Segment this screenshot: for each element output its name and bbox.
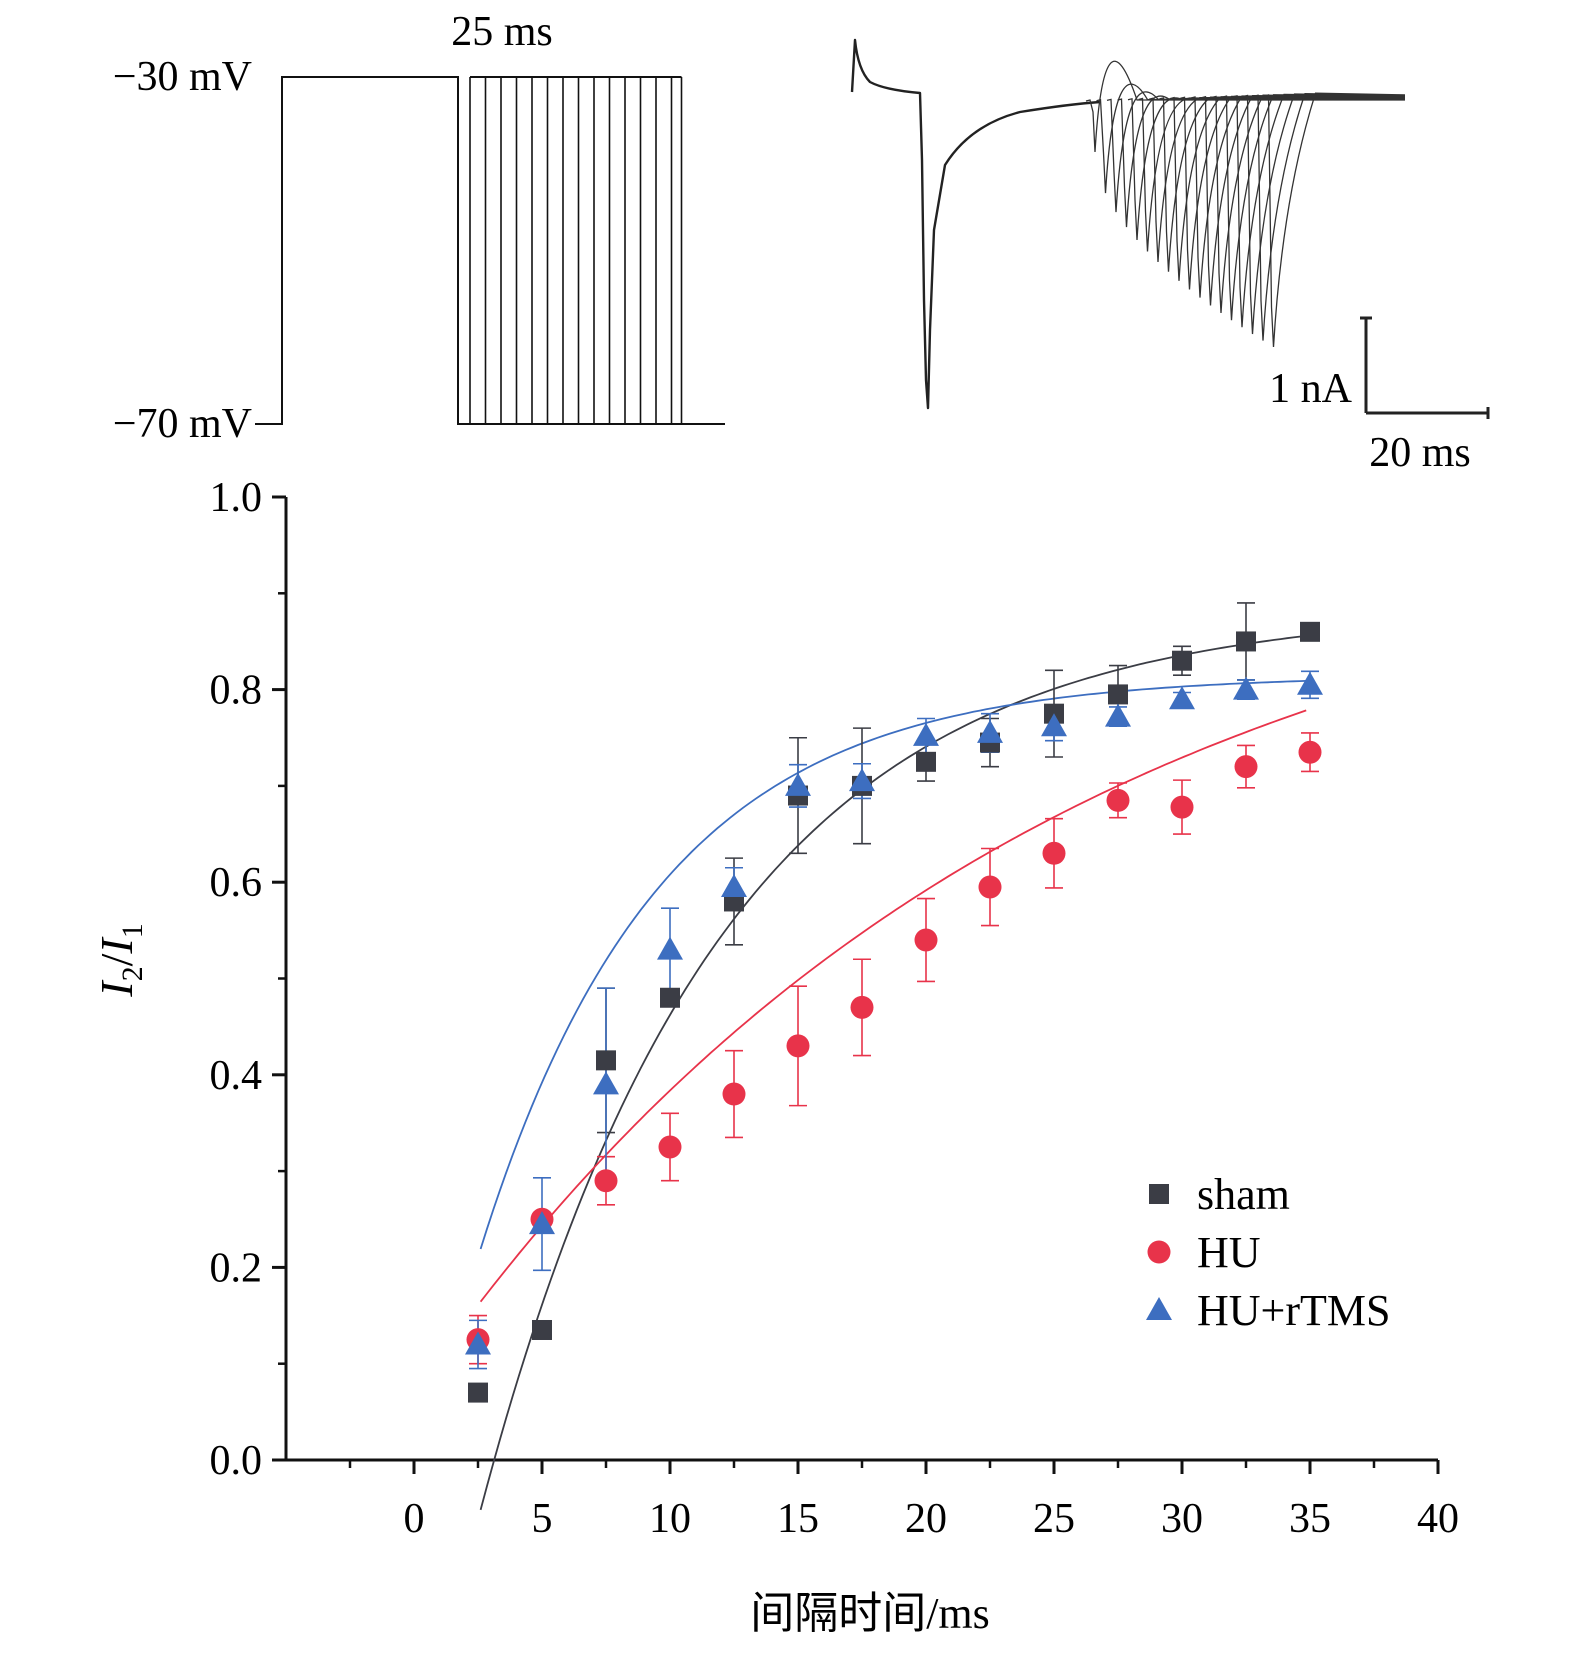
- x-tick-label: 20: [905, 1496, 947, 1542]
- data-point-triangle: [849, 768, 875, 792]
- data-points: [465, 621, 1323, 1403]
- y-tick-label: 0.4: [210, 1053, 263, 1099]
- data-point-square: [916, 751, 936, 772]
- v-low-label: −70 mV: [113, 401, 252, 447]
- legend-marker-square: [1149, 1184, 1169, 1204]
- recovery-chart: 0.0 0.2 0.4 0.6 0.8 1.0 0 5 10 15 20 25 30 35 40 间隔时间/…: [91, 475, 1459, 1638]
- data-point-square: [468, 1382, 488, 1403]
- y-tick-label: 1.0: [210, 475, 263, 521]
- x-tick-label: 5: [532, 1496, 553, 1542]
- data-point-circle: [914, 928, 938, 952]
- test-current-trace: [1264, 92, 1406, 348]
- test-current-trace: [1190, 95, 1406, 298]
- x-axis-label: 间隔时间/ms: [750, 1589, 990, 1638]
- y-tick-label: 0.0: [210, 1438, 263, 1484]
- data-point-circle: [722, 1082, 746, 1106]
- data-point-triangle: [1233, 676, 1259, 700]
- x-tick-label: 35: [1289, 1496, 1331, 1542]
- test-current-trace: [1222, 94, 1406, 321]
- x-tick-label: 40: [1417, 1496, 1459, 1542]
- x-tick-label: 0: [404, 1496, 425, 1542]
- legend-marker-triangle: [1146, 1297, 1172, 1320]
- test-current-trace: [1253, 92, 1406, 341]
- data-point-square: [1108, 684, 1128, 705]
- test-current-trace: [1117, 95, 1406, 228]
- v-high-label: −30 mV: [113, 54, 252, 100]
- test-current-trace: [1138, 97, 1406, 252]
- test-current-trace: [1106, 91, 1406, 213]
- axes: 0.0 0.2 0.4 0.6 0.8 1.0 0 5 10 15 20 25 30 35 40: [210, 475, 1460, 1542]
- protocol-baseline: [255, 76, 725, 425]
- test-current-trace: [1180, 95, 1406, 290]
- data-point-triangle: [1169, 686, 1195, 710]
- data-point-circle: [850, 995, 874, 1019]
- data-point-circle: [594, 1169, 618, 1193]
- data-point-circle: [1106, 788, 1130, 812]
- data-point-triangle: [529, 1211, 555, 1235]
- error-bars: [469, 602, 1319, 1370]
- test-current-trace: [1169, 96, 1406, 281]
- data-point-square: [1300, 621, 1320, 642]
- x-tick-label: 25: [1033, 1496, 1075, 1542]
- data-point-triangle: [593, 1071, 619, 1095]
- data-point-triangle: [913, 722, 939, 746]
- data-point-circle: [786, 1034, 810, 1058]
- test-current-trace: [1232, 93, 1406, 328]
- test-current-trace: [1096, 83, 1406, 194]
- test-current-trace: [1243, 93, 1406, 335]
- legend: sham HU HU+rTMS: [1146, 1170, 1391, 1335]
- data-point-square: [1172, 650, 1192, 671]
- data-point-circle: [658, 1135, 682, 1159]
- data-point-triangle: [785, 772, 811, 796]
- test-current-trace: [1159, 96, 1406, 272]
- test-current-trace: [1211, 94, 1406, 314]
- data-point-circle: [1234, 755, 1258, 779]
- y-tick-label: 0.2: [210, 1245, 263, 1291]
- data-point-triangle: [1105, 703, 1131, 727]
- data-point-triangle: [1297, 671, 1323, 695]
- data-point-circle: [1298, 740, 1322, 764]
- legend-marker-circle: [1147, 1240, 1171, 1264]
- test-current-trace: [1085, 60, 1405, 153]
- scale-bar: 1 nA 20 ms: [1269, 316, 1490, 476]
- legend-label: HU+rTMS: [1197, 1286, 1391, 1335]
- data-point-triangle: [721, 874, 747, 898]
- conditioning-current-trace: [850, 38, 1101, 410]
- data-point-square: [1236, 631, 1256, 652]
- data-point-circle: [1042, 841, 1066, 865]
- data-point-triangle: [977, 719, 1003, 743]
- legend-label: HU: [1197, 1228, 1261, 1277]
- test-current-trace: [1148, 96, 1406, 263]
- fit-curve-hu-rtms: [479, 680, 1307, 1250]
- data-point-circle: [1170, 795, 1194, 819]
- fit-curves: [479, 635, 1307, 1511]
- data-point-triangle: [1041, 713, 1067, 737]
- current-traces: [850, 38, 1406, 410]
- fit-curve-hu: [479, 709, 1307, 1303]
- voltage-protocol-diagram: −30 mV −70 mV 25 ms: [113, 9, 725, 447]
- data-point-square: [596, 1050, 616, 1071]
- y-tick-label: 0.6: [210, 860, 263, 906]
- data-point-triangle: [657, 936, 683, 960]
- data-point-circle: [978, 875, 1002, 899]
- protocol-waveform: [255, 76, 725, 425]
- current-scale-label: 1 nA: [1269, 366, 1353, 412]
- x-tick-label: 10: [649, 1496, 691, 1542]
- time-scale-label: 20 ms: [1369, 430, 1471, 476]
- y-tick-label: 0.8: [210, 668, 263, 714]
- y-axis-label: I2/I1: [91, 923, 149, 997]
- data-point-triangle: [465, 1331, 491, 1355]
- fit-curve-sham: [479, 635, 1307, 1511]
- x-tick-label: 30: [1161, 1496, 1203, 1542]
- data-point-square: [532, 1319, 552, 1340]
- x-tick-label: 15: [777, 1496, 819, 1542]
- duration-label: 25 ms: [451, 9, 553, 55]
- legend-label: sham: [1197, 1170, 1290, 1219]
- data-point-square: [660, 987, 680, 1008]
- test-current-trace: [1201, 94, 1406, 306]
